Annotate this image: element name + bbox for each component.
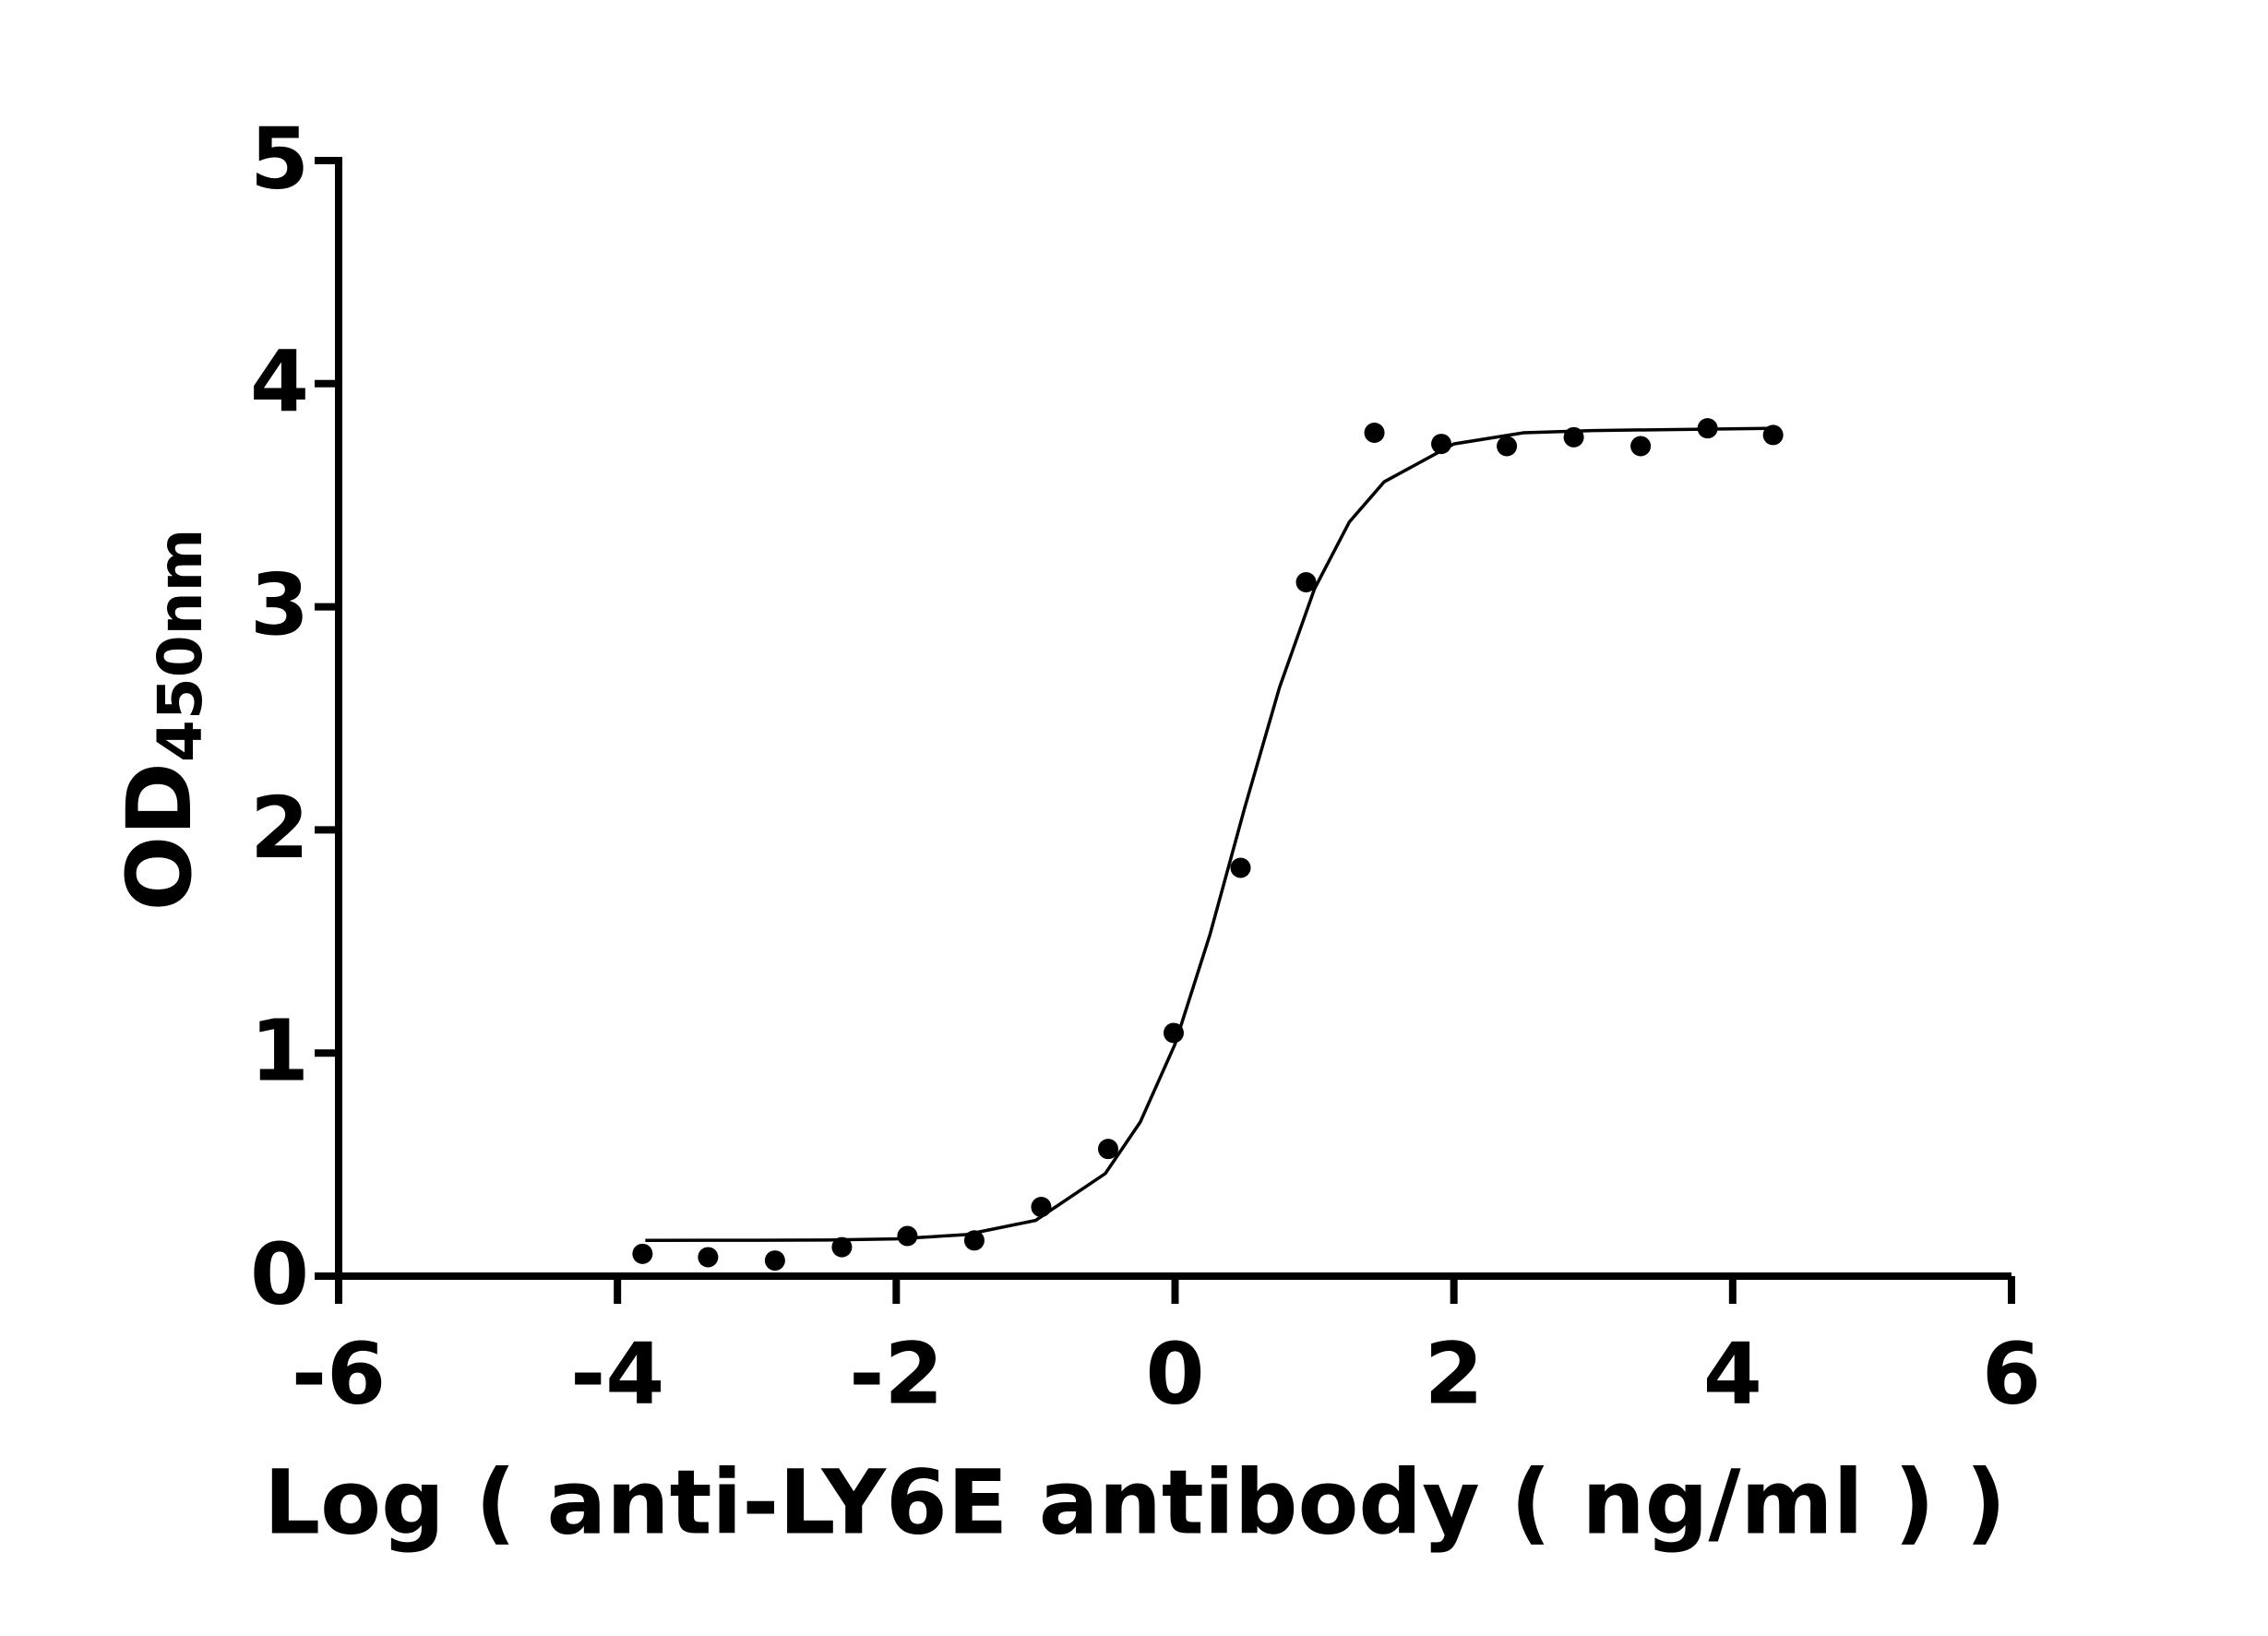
data-point bbox=[897, 1225, 918, 1247]
y-tick-label: 4 bbox=[250, 332, 309, 431]
y-axis-label-sub: 450nm bbox=[145, 529, 216, 763]
fit-curve bbox=[645, 426, 1775, 1243]
y-axis-label-main: OD bbox=[108, 762, 211, 911]
x-tick-label: -4 bbox=[570, 1324, 664, 1423]
x-axis-label: Log ( anti-LY6E antibody ( ng/ml ) ) bbox=[264, 1451, 2006, 1554]
x-tick-label: 0 bbox=[1145, 1324, 1204, 1423]
y-tick-label: 0 bbox=[250, 1224, 309, 1323]
data-point bbox=[1295, 572, 1317, 593]
data-point bbox=[764, 1250, 785, 1272]
data-point bbox=[1097, 1139, 1118, 1160]
data-point bbox=[1630, 436, 1652, 457]
data-point bbox=[1497, 436, 1518, 457]
x-tick-label: 4 bbox=[1703, 1324, 1762, 1423]
x-tick-label: -2 bbox=[849, 1324, 943, 1423]
data-point bbox=[831, 1236, 853, 1258]
y-tick-label: 5 bbox=[250, 109, 309, 208]
y-tick-label: 2 bbox=[250, 779, 309, 878]
data-point bbox=[632, 1243, 653, 1264]
data-point bbox=[1031, 1197, 1052, 1218]
y-tick-label: 3 bbox=[250, 555, 309, 654]
x-tick-label: 2 bbox=[1425, 1324, 1484, 1423]
y-tick-label: 1 bbox=[250, 1002, 309, 1101]
data-point bbox=[1364, 422, 1385, 443]
data-point bbox=[1230, 857, 1251, 878]
x-tick-label: 6 bbox=[1982, 1324, 2041, 1423]
y-axis-label: OD450nm bbox=[108, 529, 216, 912]
data-point bbox=[698, 1247, 719, 1268]
x-tick-label: -6 bbox=[292, 1324, 386, 1423]
